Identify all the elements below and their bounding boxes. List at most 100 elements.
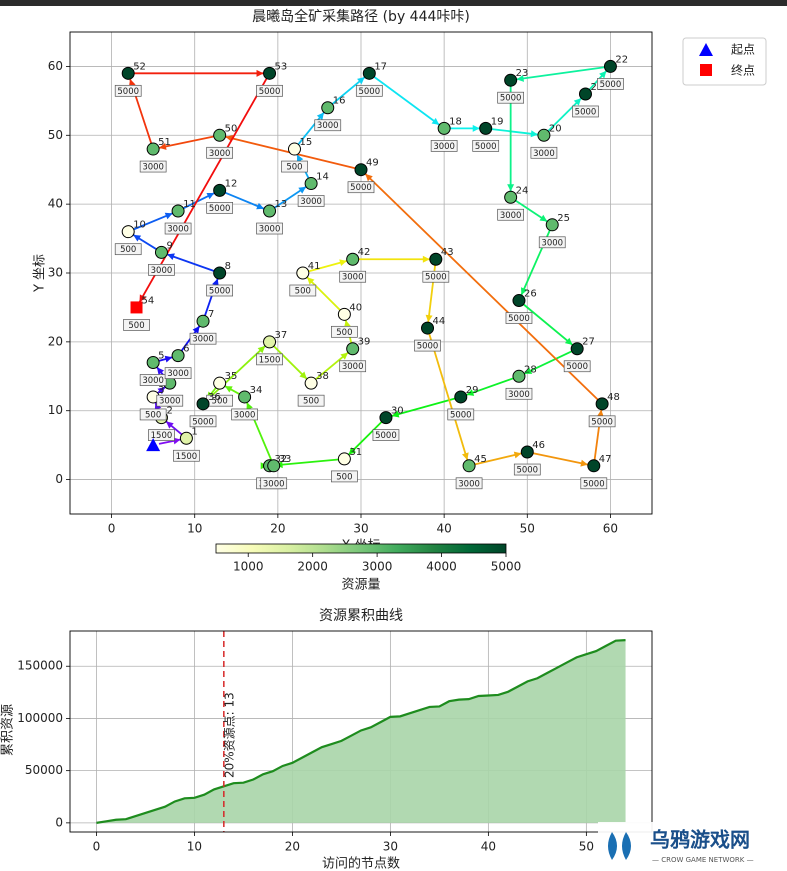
node-value: 3000: [167, 225, 189, 235]
route-arrow: [297, 111, 325, 145]
resource-node: [346, 252, 360, 266]
arrow-head: [422, 255, 430, 263]
node-id: 36: [208, 392, 221, 403]
node-id: 39: [358, 337, 371, 348]
node-value: 3000: [342, 273, 364, 283]
node-id: 17: [374, 61, 387, 72]
x-tick-label: 20: [285, 840, 300, 854]
value-box: [331, 325, 358, 338]
resource-node: [287, 142, 301, 156]
resource-node: [196, 314, 210, 328]
resource-node: [171, 349, 185, 363]
node-value: 5000: [259, 87, 281, 97]
route-arrow: [165, 420, 183, 436]
y-tick-label: 10: [48, 403, 63, 417]
node-id: 24: [516, 185, 529, 196]
route-arrow: [450, 124, 480, 132]
node-value: 3000: [259, 225, 281, 235]
plot-frame: [69, 31, 653, 515]
resource-node: [238, 390, 252, 404]
value-box: [189, 415, 217, 428]
node-value: 3000: [317, 121, 339, 131]
x-tick-label: 50: [520, 522, 535, 536]
value-box: [206, 146, 234, 159]
arrow-head: [507, 184, 515, 192]
resource-node: [337, 307, 351, 321]
value-box: [139, 374, 167, 386]
node-id: 13: [275, 199, 288, 210]
arrow-head: [159, 142, 167, 150]
area-line: [96, 639, 626, 824]
node-id: 2: [166, 406, 172, 417]
resource-node: [146, 142, 160, 156]
arrow-head: [573, 98, 582, 106]
value-box: [164, 222, 192, 235]
node-id: 37: [275, 330, 288, 341]
route-segment: [491, 128, 539, 136]
resource-node: [213, 183, 227, 197]
node-id: 35: [225, 371, 238, 382]
value-box: [148, 263, 175, 276]
route-segment: [373, 76, 440, 126]
value-box: [256, 84, 283, 97]
chart-title: 资源累积曲线: [319, 608, 403, 624]
arrow-head: [466, 389, 475, 396]
watermark: 乌鸦游戏网 — CROW GAME NETWORK —: [598, 822, 787, 871]
resource-node: [537, 128, 551, 142]
y-tick-label: 30: [48, 266, 63, 280]
arrow-head: [307, 277, 315, 285]
node-value: 3000: [142, 163, 164, 173]
node-value: 3000: [142, 376, 164, 386]
value-box: [513, 463, 541, 476]
value-box: [347, 181, 375, 194]
arrow-head: [431, 117, 440, 125]
node-id: 12: [225, 178, 238, 189]
node-value: 500: [286, 163, 302, 173]
resource-node: [362, 66, 376, 80]
x-tick-label: 10: [187, 840, 202, 854]
resource-node: [504, 73, 518, 87]
node-value: 3000: [159, 397, 181, 407]
resource-node: [196, 397, 210, 411]
node-value: 1500: [176, 452, 198, 462]
value-box: [597, 78, 624, 90]
resource-node: [304, 176, 318, 190]
route-segment: [466, 377, 514, 396]
route-segment: [524, 350, 573, 375]
value-box: [206, 284, 234, 297]
resource-node: [354, 163, 368, 177]
value-box: [447, 408, 475, 421]
node-value: 3000: [263, 479, 285, 489]
route-arrow: [532, 452, 589, 467]
arrow-head: [348, 447, 357, 455]
arrow-head: [257, 345, 266, 354]
route-arrow: [524, 350, 573, 375]
value-box: [331, 470, 358, 483]
node-id: 34: [250, 385, 263, 396]
arrow-head: [357, 77, 365, 85]
node-value: 5000: [375, 431, 397, 441]
route-segment: [158, 135, 214, 149]
route-segment: [273, 345, 308, 380]
arrow-head: [128, 79, 136, 87]
value-box: [189, 332, 217, 345]
arrow-head: [520, 287, 528, 296]
resource-node: [267, 459, 281, 473]
y-axis-label: 累积资源: [1, 704, 16, 756]
node-id: 9: [166, 240, 172, 251]
node-value: 5000: [358, 87, 380, 97]
node-value: 500: [303, 397, 319, 407]
node-value: 5000: [591, 417, 613, 427]
value-box: [538, 236, 566, 249]
resource-node: [421, 321, 435, 335]
y-tick-label: 150000: [17, 659, 63, 673]
route-segment: [516, 66, 605, 81]
value-box: [430, 140, 458, 152]
arrow-head: [164, 355, 173, 363]
resource-node: [379, 411, 393, 425]
arrow-head: [530, 130, 538, 138]
route-arrow: [331, 76, 366, 105]
threshold-label: 20%资源点: 13: [222, 692, 236, 778]
resource-node: [595, 397, 609, 411]
resource-node: [454, 390, 468, 404]
